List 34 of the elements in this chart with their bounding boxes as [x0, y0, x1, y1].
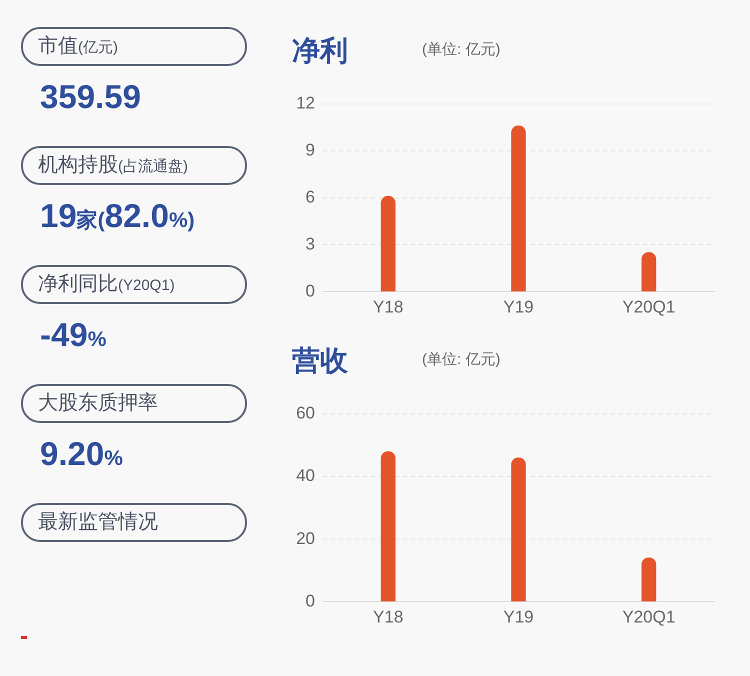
text: 359.59 — [40, 78, 141, 115]
bar — [511, 126, 526, 292]
y-tick-label: 3 — [306, 234, 315, 254]
x-tick-label: Y19 — [503, 297, 534, 316]
bar — [642, 557, 656, 602]
chart-title: 营收 — [292, 344, 348, 378]
bar — [380, 451, 396, 602]
text: 市值(亿元) — [38, 35, 118, 57]
y-tick-label: 9 — [306, 140, 315, 160]
bar — [380, 196, 396, 292]
y-tick-label: 0 — [306, 591, 315, 610]
x-tick-label: Y18 — [373, 607, 404, 626]
y-tick-label: 20 — [296, 528, 315, 548]
text: 机构持股(占流通盘) — [38, 154, 188, 176]
x-tick-label: Y20Q1 — [622, 297, 676, 316]
bar — [511, 457, 526, 602]
y-tick-label: 6 — [306, 187, 315, 206]
chart-subtitle: (单位: 亿元) — [422, 350, 500, 370]
x-tick-label: Y20Q1 — [622, 607, 676, 626]
text: 9.20% — [40, 435, 123, 472]
y-tick-label: 12 — [296, 94, 315, 113]
y-tick-label: 40 — [296, 466, 315, 486]
bar — [642, 252, 656, 292]
text: 最新监管情况 — [38, 511, 158, 533]
text: -49% — [40, 316, 106, 353]
chart-subtitle: (单位: 亿元) — [422, 40, 500, 60]
y-tick-label: 60 — [296, 404, 315, 423]
chart-title: 净利 — [292, 34, 348, 68]
x-tick-label: Y18 — [373, 297, 404, 316]
y-tick-label: 0 — [306, 281, 315, 300]
text: 大股东质押率 — [38, 392, 158, 414]
text: 19家(82.0%) — [40, 197, 195, 234]
text: 净利同比(Y20Q1) — [38, 273, 175, 295]
x-tick-label: Y19 — [503, 607, 534, 626]
